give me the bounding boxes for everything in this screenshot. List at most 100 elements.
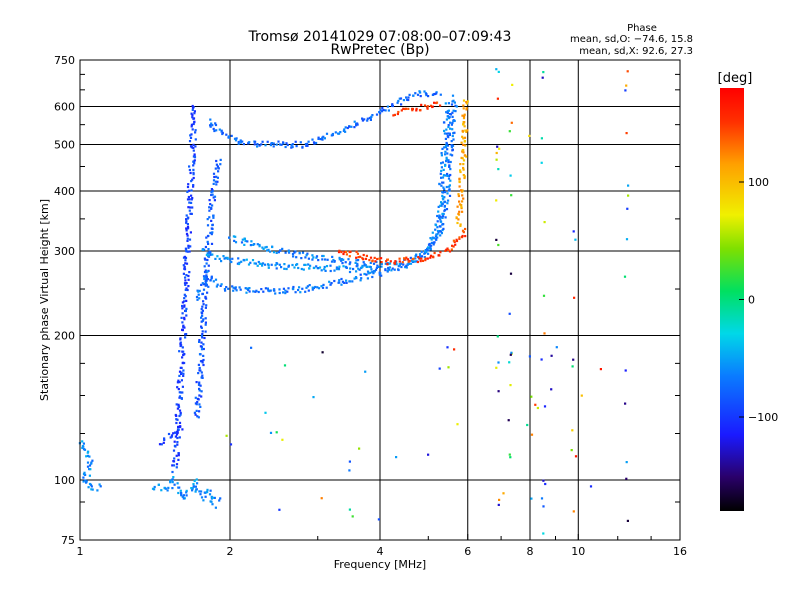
data-point <box>624 89 627 92</box>
data-point <box>311 138 314 141</box>
data-point <box>225 286 228 289</box>
data-point <box>426 257 429 260</box>
data-point <box>528 355 531 358</box>
data-point <box>449 160 452 164</box>
data-point <box>356 264 359 267</box>
data-point <box>363 272 366 276</box>
data-point <box>183 305 186 308</box>
data-point <box>365 254 368 257</box>
data-point <box>323 265 326 269</box>
data-point <box>460 156 463 159</box>
data-point <box>188 198 191 201</box>
data-point <box>280 143 283 146</box>
data-point <box>436 214 439 218</box>
data-point <box>186 225 190 228</box>
data-point <box>451 134 454 138</box>
data-point <box>371 114 374 117</box>
data-point <box>177 425 180 428</box>
data-point <box>353 120 356 123</box>
data-point <box>185 214 188 217</box>
data-point <box>344 261 347 264</box>
data-point <box>209 203 212 206</box>
data-point <box>254 262 257 265</box>
data-point <box>449 153 452 156</box>
data-point <box>183 255 186 258</box>
data-point <box>322 254 325 258</box>
data-point <box>462 163 465 166</box>
data-point <box>210 188 213 191</box>
data-point <box>447 366 450 369</box>
data-point <box>184 288 187 291</box>
data-point <box>183 300 186 303</box>
data-point <box>437 231 440 234</box>
data-point <box>455 238 458 241</box>
data-point <box>272 145 275 148</box>
data-point <box>305 254 308 257</box>
data-point <box>256 264 259 267</box>
data-point <box>233 137 237 140</box>
data-point <box>574 238 577 241</box>
data-point <box>439 251 442 254</box>
data-point <box>198 340 201 343</box>
data-point <box>216 283 219 286</box>
data-point <box>186 190 189 193</box>
data-point <box>292 285 295 289</box>
data-point <box>378 273 381 276</box>
data-point <box>401 261 404 264</box>
data-point <box>460 141 463 144</box>
data-point <box>206 235 210 238</box>
data-point <box>195 295 199 299</box>
data-point <box>204 280 207 283</box>
data-point <box>210 276 213 279</box>
data-point <box>212 127 215 130</box>
data-point <box>203 248 206 251</box>
data-point <box>441 216 444 219</box>
data-point <box>177 486 180 489</box>
data-point <box>202 499 205 502</box>
data-point <box>418 109 422 112</box>
data-point <box>194 129 197 132</box>
data-point <box>209 231 212 234</box>
data-point <box>218 128 221 131</box>
data-point <box>227 135 230 138</box>
data-point <box>322 283 325 286</box>
data-point <box>279 249 282 252</box>
data-point <box>278 263 281 266</box>
data-point <box>542 71 545 74</box>
data-point <box>440 176 443 179</box>
data-point <box>264 144 267 147</box>
data-point <box>205 262 208 265</box>
data-point <box>250 240 253 243</box>
data-point <box>444 144 448 147</box>
data-point <box>381 107 384 110</box>
data-point <box>183 316 186 319</box>
data-point <box>331 255 334 258</box>
data-point <box>355 124 358 127</box>
data-point <box>448 250 452 253</box>
data-point <box>457 218 460 221</box>
data-point <box>325 265 329 268</box>
data-point <box>190 212 193 215</box>
data-point <box>208 209 211 212</box>
data-point <box>253 262 256 265</box>
data-point <box>357 267 360 270</box>
data-point <box>438 225 441 228</box>
data-point <box>443 132 446 135</box>
data-point <box>182 374 185 377</box>
data-point <box>209 124 212 127</box>
data-point <box>349 250 352 253</box>
data-point <box>178 370 182 373</box>
data-point <box>366 277 369 280</box>
data-point <box>211 124 214 127</box>
data-point <box>461 229 465 232</box>
data-point <box>84 479 87 482</box>
data-point <box>445 208 449 211</box>
data-point <box>359 255 362 258</box>
data-point <box>438 230 441 233</box>
data-point <box>400 103 403 106</box>
data-point <box>266 287 269 290</box>
data-point <box>184 276 187 279</box>
data-point <box>450 144 453 147</box>
data-point <box>186 198 190 201</box>
data-point <box>379 112 382 115</box>
